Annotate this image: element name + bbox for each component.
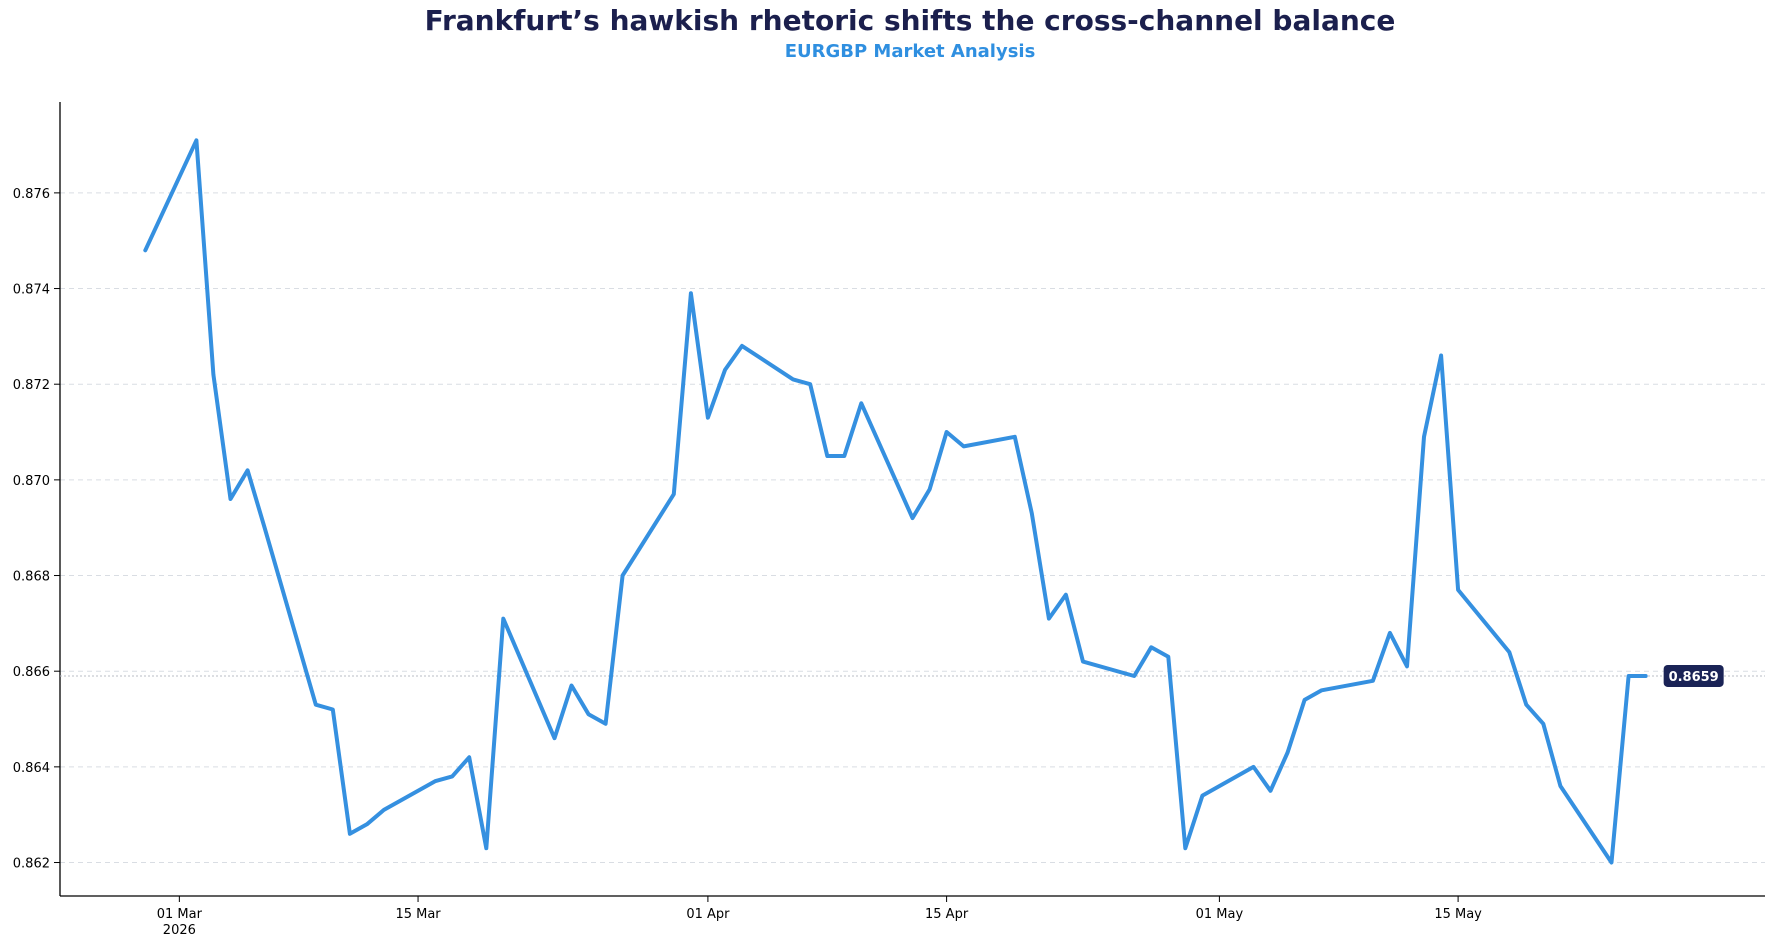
y-tick-label: 0.872 bbox=[13, 378, 50, 393]
gridlines bbox=[60, 192, 1765, 864]
x-tick-label: 01 Apr bbox=[686, 907, 730, 922]
last-value-label: 0.8659 bbox=[1669, 670, 1719, 685]
x-tick-label: 15 May bbox=[1434, 907, 1482, 922]
last-value-badge-box bbox=[1663, 664, 1724, 687]
series-line bbox=[143, 138, 1648, 865]
y-tick-label: 0.874 bbox=[13, 283, 50, 298]
y-tick-label: 0.866 bbox=[13, 665, 50, 680]
x-tick-label: 01 Mar bbox=[157, 907, 203, 922]
x-tick-label: 15 Mar bbox=[395, 907, 441, 922]
chart-subtitle: EURGBP Market Analysis bbox=[784, 41, 1036, 62]
y-tick-label: 0.868 bbox=[13, 570, 50, 585]
y-axis-ticks: 0.862 0.864 0.866 0.868 0.870 0.872 0.874 0.876 bbox=[13, 187, 60, 872]
y-tick-label: 0.862 bbox=[13, 857, 50, 872]
x-tick-label: 15 Apr bbox=[925, 907, 969, 922]
y-tick-label: 0.864 bbox=[13, 761, 50, 776]
last-value-badge: 0.8659 bbox=[1663, 664, 1724, 687]
x-tick-label: 01 May bbox=[1196, 907, 1244, 922]
x-tick-sublabel: 2026 bbox=[163, 923, 196, 938]
y-tick-label: 0.870 bbox=[13, 474, 50, 489]
chart-title: Frankfurt’s hawkish rhetoric shifts the … bbox=[424, 4, 1396, 37]
y-tick-label: 0.876 bbox=[13, 187, 50, 202]
